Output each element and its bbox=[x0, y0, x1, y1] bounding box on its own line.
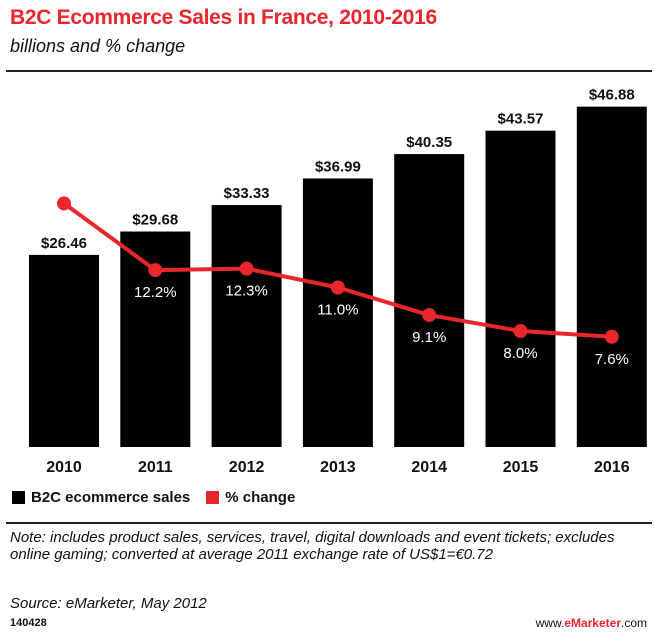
category-label-2012: 2012 bbox=[229, 459, 265, 476]
bar-2014 bbox=[394, 154, 465, 447]
change-point-2014 bbox=[422, 308, 437, 323]
legend-item-change: % change bbox=[206, 489, 295, 506]
legend-swatch-change bbox=[206, 491, 220, 504]
chart-area: $26.46 2010 $29.68 2011 $33.33 2012 $36.99 2013… bbox=[29, 87, 647, 476]
brand-url: www.eMarketer.com bbox=[536, 616, 647, 630]
legend-swatch-sales bbox=[12, 491, 25, 504]
bar-value-label-2011: $29.68 bbox=[132, 212, 178, 229]
bar-2010 bbox=[29, 254, 99, 447]
bar-value-label-2013: $36.99 bbox=[315, 158, 361, 175]
chart-code: 140428 bbox=[10, 617, 47, 629]
brand-accent: eMarketer bbox=[564, 616, 621, 630]
legend-label-change: % change bbox=[225, 489, 296, 506]
brand-suffix: .com bbox=[620, 616, 647, 630]
category-label-2015: 2015 bbox=[503, 459, 539, 476]
bar-2013 bbox=[302, 178, 373, 447]
category-label-2014: 2014 bbox=[411, 459, 447, 476]
change-point-2016 bbox=[604, 329, 619, 344]
bar-value-label-2010: $26.46 bbox=[41, 235, 87, 252]
bar-value-label-2012: $33.33 bbox=[224, 185, 270, 202]
category-label-2011: 2011 bbox=[138, 459, 173, 476]
chart-subtitle: billions and % change bbox=[10, 36, 186, 56]
bar-value-label-2016: $46.88 bbox=[589, 87, 635, 104]
legend-label-sales: B2C ecommerce sales bbox=[31, 489, 191, 506]
change-label-2011: 12.2% bbox=[134, 284, 177, 301]
change-point-2011 bbox=[148, 263, 163, 278]
change-label-2012: 12.3% bbox=[225, 283, 268, 300]
category-label-2010: 2010 bbox=[46, 459, 82, 476]
change-label-2015: 8.0% bbox=[503, 345, 537, 362]
chart-note: Note: includes product sales, services, … bbox=[10, 529, 615, 563]
top-rule bbox=[6, 70, 652, 72]
category-label-2016: 2016 bbox=[594, 459, 630, 476]
chart-source: Source: eMarketer, May 2012 bbox=[10, 595, 207, 612]
change-point-2012 bbox=[239, 261, 254, 276]
change-label-2016: 7.6% bbox=[595, 351, 629, 368]
change-point-2010 bbox=[57, 196, 71, 211]
change-point-2015 bbox=[513, 324, 528, 338]
change-label-2014: 9.1% bbox=[412, 329, 446, 346]
chart-title: B2C Ecommerce Sales in France, 2010-2016 bbox=[10, 6, 437, 29]
bar-2012 bbox=[211, 205, 282, 447]
bottom-rule bbox=[6, 522, 652, 524]
bar-2015 bbox=[485, 130, 556, 447]
brand-prefix: www. bbox=[535, 616, 565, 630]
change-label-2010: 16.8% bbox=[43, 217, 86, 234]
legend: B2C ecommerce sales % change bbox=[12, 489, 311, 506]
change-label-2013: 11.0% bbox=[317, 302, 358, 319]
bar-value-label-2015: $43.57 bbox=[498, 111, 544, 128]
category-label-2013: 2013 bbox=[320, 459, 356, 476]
bar-value-label-2014: $40.35 bbox=[406, 134, 452, 151]
change-point-2013 bbox=[330, 280, 345, 295]
bar-2016 bbox=[576, 106, 647, 448]
legend-item-sales: B2C ecommerce sales bbox=[12, 489, 190, 506]
